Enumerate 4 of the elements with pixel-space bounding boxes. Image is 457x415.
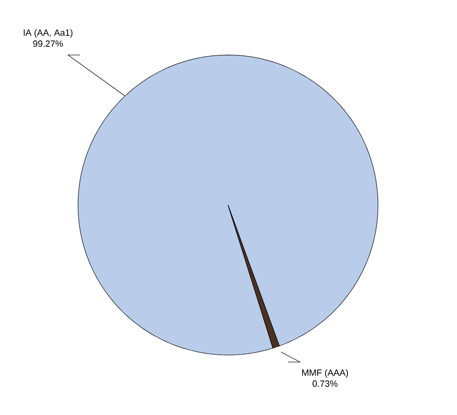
slice-label: MMF (AAA) [302, 369, 348, 378]
data-label: 99.27% [33, 40, 63, 47]
slice-label: IA (AA, Aa1) [24, 29, 72, 38]
data-label: 0.73% [312, 380, 338, 387]
